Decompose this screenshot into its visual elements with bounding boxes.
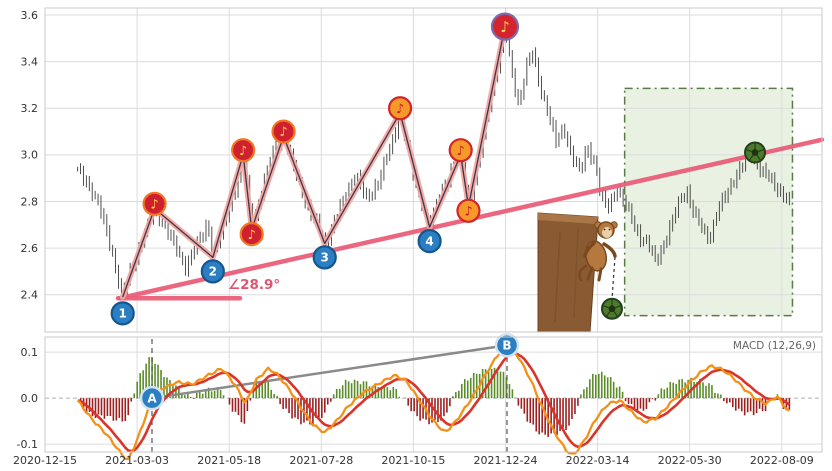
point-a[interactable]: A — [139, 385, 165, 411]
monkey-illustration — [578, 221, 618, 282]
svg-text:3.0: 3.0 — [21, 149, 39, 162]
ab-connector — [151, 344, 508, 400]
wave-point-4[interactable]: 4 — [417, 228, 442, 254]
svg-text:2: 2 — [209, 265, 217, 279]
ball-icon[interactable]: 球 — [600, 297, 623, 320]
price-panel-border — [44, 7, 823, 333]
svg-text:B: B — [502, 339, 511, 353]
svg-text:♪: ♪ — [464, 204, 472, 219]
macd-panel-border — [44, 336, 823, 453]
note-marker-red[interactable]: ♪ — [142, 191, 167, 216]
ball-icon[interactable]: 球 — [744, 141, 767, 164]
angle-label: ∠28.9° — [228, 277, 280, 293]
svg-text:♪: ♪ — [457, 144, 465, 159]
svg-text:♪: ♪ — [396, 102, 404, 117]
svg-text:4: 4 — [425, 234, 433, 248]
svg-text:2021-12-24: 2021-12-24 — [474, 454, 538, 467]
note-marker-orange[interactable]: ♪ — [387, 96, 413, 121]
svg-text:1: 1 — [119, 307, 127, 321]
svg-text:3.6: 3.6 — [21, 9, 39, 22]
svg-text:♪: ♪ — [239, 144, 247, 159]
svg-text:2020-12-15: 2020-12-15 — [13, 454, 77, 467]
point-b[interactable]: B — [494, 333, 520, 358]
note-marker-orange[interactable]: ♪ — [448, 138, 473, 163]
svg-text:2021-10-15: 2021-10-15 — [381, 454, 445, 467]
svg-text:3.2: 3.2 — [21, 102, 39, 115]
svg-text:2.4: 2.4 — [21, 289, 39, 302]
note-marker-big[interactable]: ♪ — [490, 12, 520, 41]
ball-string — [611, 256, 616, 300]
svg-text:MACD (12,26,9): MACD (12,26,9) — [733, 340, 816, 352]
svg-text:3: 3 — [321, 251, 329, 265]
elliott-wave-zigzag-core — [122, 26, 506, 298]
svg-text:3.4: 3.4 — [21, 55, 39, 68]
svg-text:2022-03-14: 2022-03-14 — [566, 454, 630, 467]
y-axis-labels-macd: -0.1 0.0 0.1 — [17, 346, 38, 451]
cliff-illustration — [537, 212, 599, 333]
svg-text:2021-07-28: 2021-07-28 — [289, 454, 353, 467]
dea-line — [77, 352, 791, 453]
svg-text:2021-03-03: 2021-03-03 — [105, 454, 169, 467]
svg-text:♪: ♪ — [279, 125, 287, 140]
svg-text:2021-05-18: 2021-05-18 — [197, 454, 261, 467]
svg-text:A: A — [147, 391, 157, 405]
svg-text:2022-08-09: 2022-08-09 — [750, 454, 814, 467]
note-marker-red[interactable]: ♪ — [239, 222, 264, 247]
note-marker-red[interactable]: ♪ — [271, 119, 296, 144]
wave-point-1[interactable]: 1 — [110, 301, 135, 326]
svg-text:0.1: 0.1 — [21, 346, 39, 359]
note-marker-orange[interactable]: ♪ — [456, 198, 481, 223]
svg-text:0.0: 0.0 — [21, 392, 39, 405]
macd-label: MACD (12,26,9) — [733, 340, 816, 352]
highlight-box — [624, 88, 793, 316]
wave-point-2[interactable]: 2 — [200, 259, 225, 284]
svg-text:∠28.9°: ∠28.9° — [228, 277, 280, 293]
svg-text:♪: ♪ — [500, 18, 510, 36]
y-axis-labels-price: 2.4 2.6 2.8 3.0 3.2 3.4 3.6 — [21, 9, 39, 302]
svg-text:-0.1: -0.1 — [17, 438, 38, 451]
svg-text:2.8: 2.8 — [21, 195, 39, 208]
svg-text:2022-05-30: 2022-05-30 — [658, 454, 722, 467]
note-marker-red[interactable]: ♪ — [231, 138, 256, 163]
svg-text:♪: ♪ — [248, 228, 256, 243]
wave-point-3[interactable]: 3 — [312, 245, 337, 270]
svg-text:♪: ♪ — [150, 197, 158, 212]
x-axis-labels: 2020-12-15 2021-03-03 2021-05-18 2021-07-28… — [13, 454, 814, 467]
svg-text:2.6: 2.6 — [21, 242, 39, 255]
dif-line — [76, 345, 790, 461]
